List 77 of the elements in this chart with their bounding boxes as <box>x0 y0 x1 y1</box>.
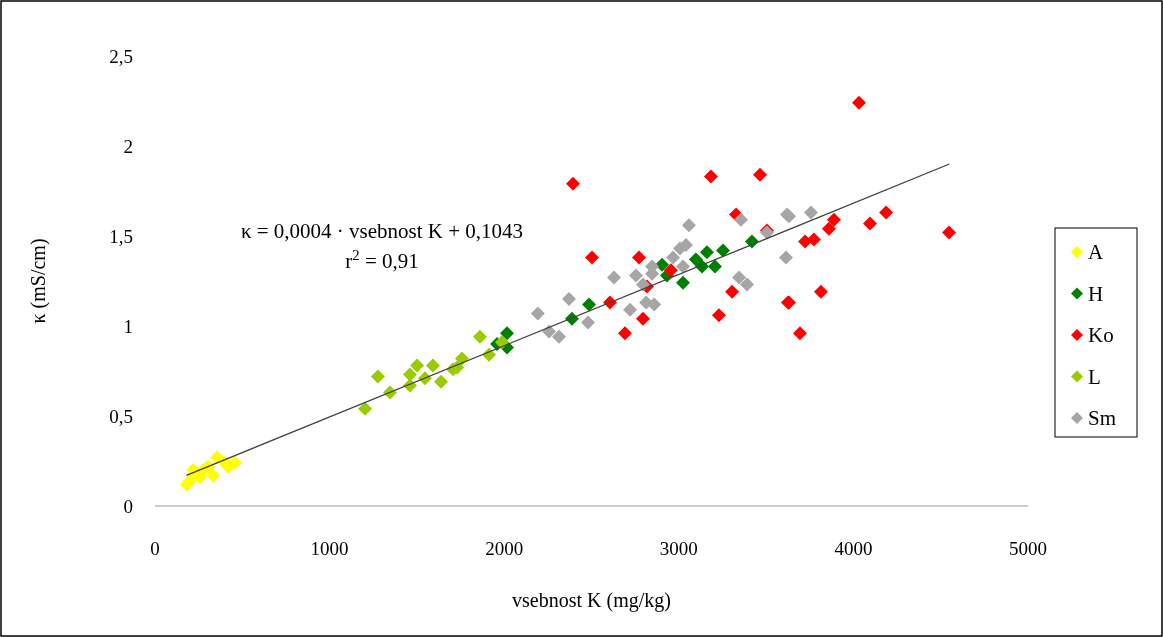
point <box>552 329 567 344</box>
point <box>711 308 726 323</box>
point <box>879 205 894 220</box>
point <box>666 250 681 265</box>
point <box>732 270 747 285</box>
point <box>530 306 545 321</box>
point <box>585 250 600 265</box>
point <box>827 212 842 227</box>
point <box>655 257 670 272</box>
point <box>862 216 877 231</box>
point <box>631 250 646 265</box>
point <box>703 169 718 184</box>
point <box>582 297 597 312</box>
point <box>472 329 487 344</box>
point <box>636 277 651 292</box>
point <box>806 232 821 247</box>
point <box>707 259 722 274</box>
y-tick-label: 0 <box>123 496 133 517</box>
point <box>182 473 197 488</box>
point <box>752 167 767 182</box>
point <box>740 277 755 292</box>
legend-label: L <box>1088 364 1101 389</box>
point <box>402 367 417 382</box>
x-tick-label: 2000 <box>485 538 524 559</box>
point <box>410 358 425 373</box>
point <box>779 250 793 265</box>
point <box>688 252 703 267</box>
y-tick-label: 1 <box>123 316 133 337</box>
point <box>425 358 440 373</box>
point <box>725 284 740 299</box>
legend-label: Sm <box>1088 406 1117 430</box>
point <box>433 374 448 389</box>
point <box>494 335 509 350</box>
x-tick-label: 0 <box>150 538 160 559</box>
point <box>675 259 690 274</box>
point <box>715 243 730 258</box>
x-tick-label: 3000 <box>659 538 698 559</box>
point <box>205 468 220 483</box>
point <box>623 302 638 317</box>
annotation: κ = 0,0004 · vsebnost K + 0,1043 <box>240 219 524 243</box>
point <box>499 326 514 341</box>
point <box>607 270 622 285</box>
y-tick-label: 2,5 <box>109 46 133 67</box>
x-axis-title: vsebnost K (mg/kg) <box>512 589 671 612</box>
point <box>209 450 224 465</box>
x-tick-label: 5000 <box>1009 538 1047 559</box>
point <box>663 263 678 278</box>
point <box>561 292 576 306</box>
point <box>942 225 957 240</box>
point <box>358 401 373 416</box>
point <box>792 326 807 341</box>
point <box>813 284 828 299</box>
point <box>733 212 748 227</box>
point <box>675 275 690 290</box>
point <box>636 311 651 326</box>
point <box>803 205 818 220</box>
point <box>821 221 836 236</box>
point <box>370 369 385 384</box>
point <box>699 245 714 260</box>
x-tick-label: 4000 <box>834 538 873 559</box>
point <box>629 268 644 283</box>
y-axis-title: κ (mS/cm) <box>27 238 50 324</box>
y-tick-label: 2 <box>123 136 133 157</box>
y-tick-label: 1,5 <box>109 226 133 247</box>
point <box>647 297 662 312</box>
legend-label: Ko <box>1088 323 1114 347</box>
point <box>565 176 580 191</box>
legend-label: A <box>1088 240 1104 264</box>
point <box>681 218 696 233</box>
legend-label: H <box>1088 281 1104 306</box>
point <box>454 351 469 366</box>
point <box>581 315 596 330</box>
point <box>618 326 633 341</box>
point <box>851 95 866 110</box>
x-tick-label: 1000 <box>310 538 349 559</box>
annotation: r$^{2}$ = 0,91 <box>345 247 419 273</box>
y-tick-label: 0,5 <box>109 406 133 427</box>
